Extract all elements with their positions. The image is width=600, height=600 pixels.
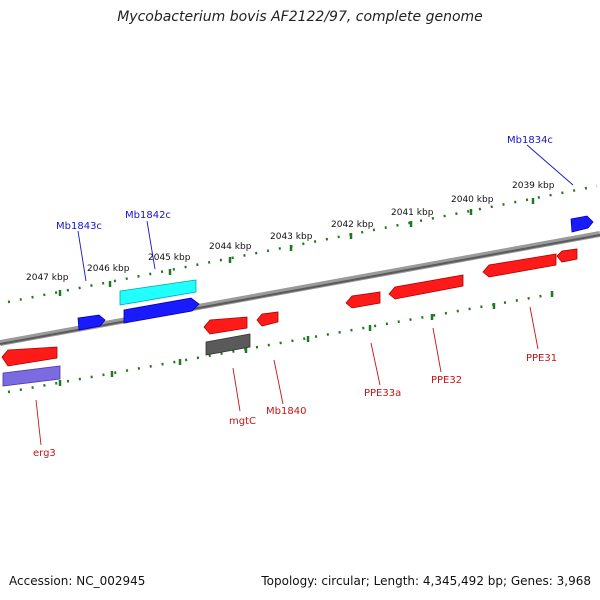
forward-leader-lines: [77, 144, 574, 282]
kbp-label: 2039 kbp: [512, 181, 555, 191]
map-title: Mycobacterium bovis AF2122/97, complete …: [117, 9, 483, 25]
gene-red-right[interactable]: [556, 248, 578, 263]
gene-mb1840[interactable]: [256, 311, 279, 327]
gene-label-mb1840[interactable]: Mb1840: [266, 406, 306, 417]
gene-label-ppe31[interactable]: PPE31: [526, 353, 557, 364]
reverse-tick-track: [7, 291, 559, 394]
gene-red-left[interactable]: [1, 346, 58, 367]
gene-label-mgtc[interactable]: mgtC: [229, 416, 256, 427]
gene-label-mb1843c[interactable]: Mb1843c: [56, 221, 102, 232]
reverse-major-ticks: [58, 291, 554, 386]
genome-summary-text: Topology: circular; Length: 4,345,492 bp…: [261, 574, 591, 588]
kbp-label: 2047 kbp: [26, 273, 69, 283]
gene-mb1834c[interactable]: [570, 215, 594, 233]
gene-ppe31[interactable]: [482, 253, 557, 278]
kbp-label: 2042 kbp: [331, 220, 374, 230]
gene-ppe33a[interactable]: [345, 291, 381, 309]
forward-tick-track: [7, 184, 598, 304]
kbp-label: 2046 kbp: [87, 264, 130, 274]
gene-cyan[interactable]: [119, 279, 197, 306]
kbp-label: 2043 kbp: [270, 232, 313, 242]
kbp-label: 2041 kbp: [391, 208, 434, 218]
gene-label-mb1842c[interactable]: Mb1842c: [125, 210, 171, 221]
gene-label-mb1834c[interactable]: Mb1834c: [507, 135, 553, 146]
gene-label-ppe33a[interactable]: PPE33a: [364, 388, 401, 399]
accession-text: Accession: NC_002945: [9, 574, 146, 588]
gene-ppe32[interactable]: [388, 274, 464, 300]
kbp-label: 2045 kbp: [148, 253, 191, 263]
gene-label-ppe32[interactable]: PPE32: [431, 375, 462, 386]
gene-mb1843c[interactable]: [77, 314, 106, 331]
kbp-label: 2044 kbp: [209, 242, 252, 252]
gene-erg3[interactable]: [2, 365, 61, 387]
kbp-label: 2040 kbp: [451, 195, 494, 205]
forward-major-ticks: [58, 198, 535, 296]
reverse-leader-lines: [35, 306, 539, 446]
gene-mb1842c[interactable]: [123, 297, 200, 324]
gene-label-erg3[interactable]: erg3: [33, 448, 56, 459]
gene-mgtc[interactable]: [205, 333, 251, 356]
gene-mgtc-adjacent[interactable]: [203, 316, 248, 335]
